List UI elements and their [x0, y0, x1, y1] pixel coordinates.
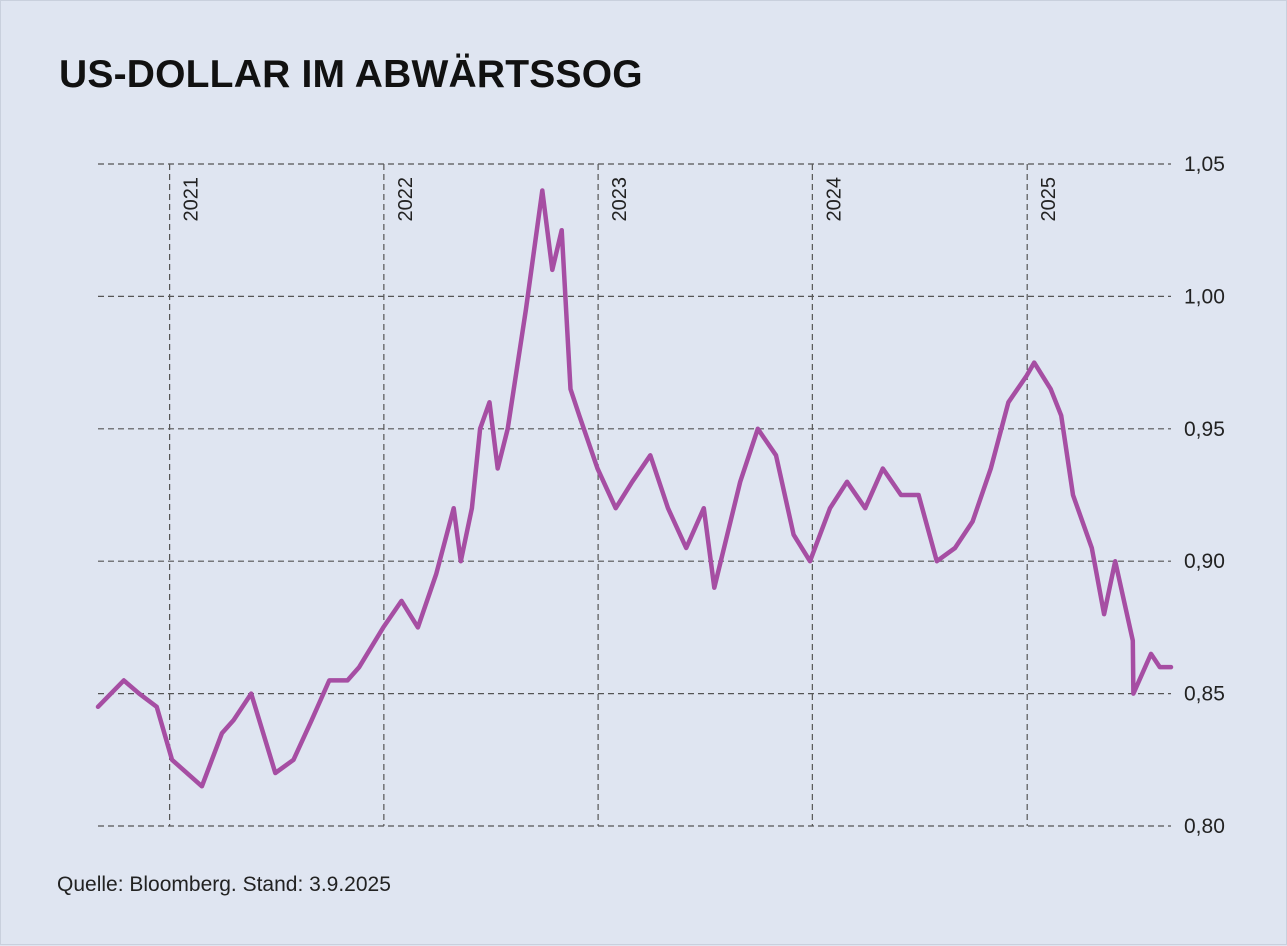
- year-label: 2022: [395, 177, 417, 222]
- vertical-gridlines: [169, 164, 1028, 826]
- source-note: Quelle: Bloomberg. Stand: 3.9.2025: [57, 873, 391, 896]
- year-label: 2021: [181, 177, 203, 222]
- year-label: 2024: [823, 177, 845, 222]
- series-group: [95, 188, 1174, 789]
- y-tick-label: 0,80: [1184, 815, 1225, 838]
- y-axis-tick-labels: 0,80 0,85 0,90 0,95 1,00 1,05: [1184, 153, 1225, 838]
- horizontal-gridlines: [98, 163, 1171, 827]
- series-line: [95, 188, 1174, 789]
- year-label: 2023: [609, 177, 631, 222]
- year-label: 2025: [1038, 177, 1060, 222]
- y-tick-label: 0,85: [1184, 683, 1225, 706]
- y-tick-label: 0,95: [1184, 418, 1225, 441]
- chart-title: US-DOLLAR IM ABWÄRTSSOG: [59, 53, 643, 96]
- year-labels: 2021 2022 2023 2024 2025: [181, 177, 1061, 222]
- y-tick-label: 0,90: [1184, 550, 1225, 573]
- y-tick-label: 1,05: [1184, 153, 1225, 176]
- y-tick-label: 1,00: [1184, 285, 1225, 308]
